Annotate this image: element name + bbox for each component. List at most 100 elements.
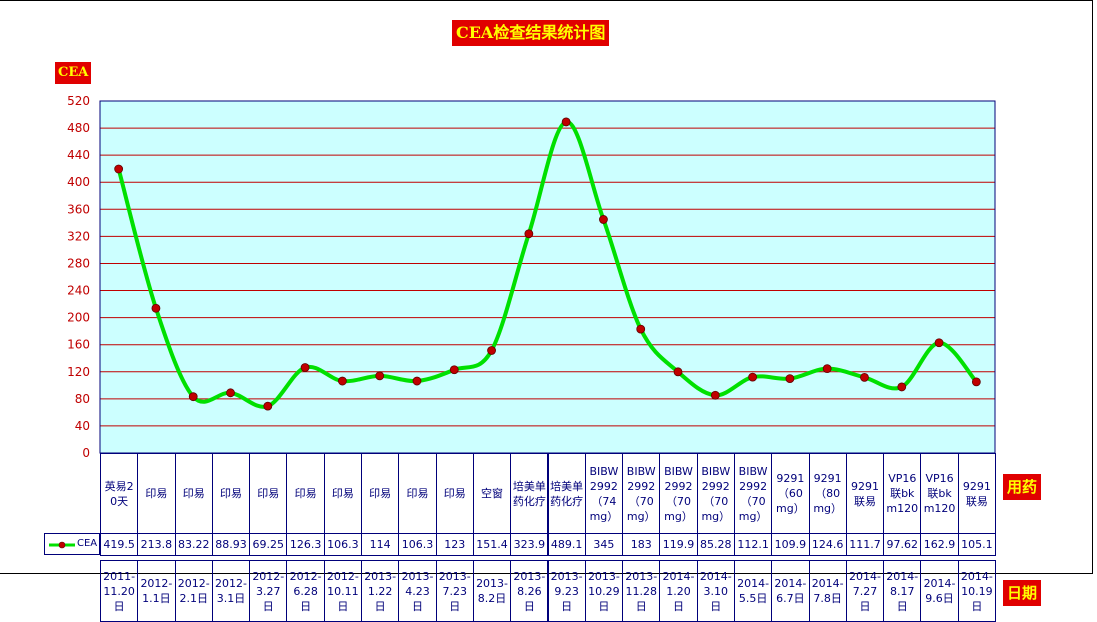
date-cell: 2013-10.29日 xyxy=(584,560,624,622)
drug-cell: BIBW2992（70mg） xyxy=(659,453,698,534)
drug-row-label: 用药 xyxy=(1003,474,1042,500)
value-cell: 126.3 xyxy=(286,533,325,556)
drug-cell: 英易20天 xyxy=(100,453,139,534)
y-tick-label: 40 xyxy=(75,419,90,433)
y-tick-label: 360 xyxy=(67,202,90,216)
data-point xyxy=(785,374,795,384)
data-point xyxy=(300,363,310,372)
data-point xyxy=(375,371,385,381)
value-cell: 85.28 xyxy=(696,533,735,556)
value-cell: 119.9 xyxy=(659,533,698,556)
value-cell: 106.3 xyxy=(398,533,437,556)
drug-cell: BIBW2992（70mg） xyxy=(696,453,735,534)
data-point xyxy=(636,324,646,334)
date-cell: 2012-2.1日 xyxy=(174,560,213,622)
data-point xyxy=(151,303,161,313)
date-cell: 2014-6.7日 xyxy=(771,560,810,622)
date-cell: 2011-11.20日 xyxy=(100,560,139,622)
value-cell: 111.7 xyxy=(845,533,885,556)
drug-cell: 印易 xyxy=(249,453,288,534)
date-cell: 2013-9.23日 xyxy=(547,560,586,622)
date-cell: 2014-8.17日 xyxy=(883,560,922,622)
data-point xyxy=(673,367,683,377)
y-tick-label: 400 xyxy=(67,175,90,189)
drug-cell: 9291联易 xyxy=(845,453,885,534)
data-point xyxy=(748,372,758,382)
value-cell: 419.5 xyxy=(100,533,139,556)
legend-label: CEA xyxy=(77,538,98,549)
data-point xyxy=(226,388,235,398)
date-cell: 2014-3.10日 xyxy=(696,560,735,622)
drug-cell: BIBW2992（74mg） xyxy=(584,453,624,534)
drug-cell: 空窗 xyxy=(472,453,512,534)
drug-cell: 9291（80mg） xyxy=(808,453,847,534)
y-tick-label: 240 xyxy=(67,284,90,298)
drug-cell: 培美单药化疗 xyxy=(547,453,586,534)
y-tick-label: 80 xyxy=(75,392,90,406)
value-cell: 123 xyxy=(435,533,474,556)
drug-cell: VP16联bkm120 xyxy=(920,453,959,534)
y-tick-label: 200 xyxy=(67,311,90,325)
data-point xyxy=(524,229,534,239)
date-cell: 2013-7.23日 xyxy=(435,560,474,622)
data-point xyxy=(114,164,124,174)
y-tick-label: 480 xyxy=(67,121,90,135)
data-point xyxy=(710,390,720,400)
drug-cell: 9291（60mg） xyxy=(771,453,810,534)
y-tick-label: 440 xyxy=(67,148,90,162)
value-cell: 162.9 xyxy=(920,533,959,556)
drug-cell: 印易 xyxy=(137,453,176,534)
date-cell: 2014-9.6日 xyxy=(920,560,959,622)
drug-cell: VP16联bkm120 xyxy=(883,453,922,534)
date-cell: 2013-4.23日 xyxy=(398,560,437,622)
value-cell: 213.8 xyxy=(137,533,176,556)
date-cell: 2014-10.19日 xyxy=(957,560,996,622)
value-cell: 83.22 xyxy=(174,533,213,556)
data-point xyxy=(897,382,907,392)
date-cell: 2012-3.27日 xyxy=(249,560,288,622)
date-cell: 2014-1.20日 xyxy=(659,560,698,622)
value-cell: 112.1 xyxy=(733,533,773,556)
y-tick-label: 120 xyxy=(67,365,90,379)
value-cell: 323.9 xyxy=(510,533,549,556)
y-tick-label: 320 xyxy=(67,229,90,243)
data-point xyxy=(561,117,571,127)
value-cell: 114 xyxy=(361,533,400,556)
data-point xyxy=(188,392,198,402)
date-cell: 2013-8.2日 xyxy=(472,560,512,622)
legend: CEA xyxy=(44,533,100,555)
y-axis-label: CEA xyxy=(55,62,92,84)
value-cell: 105.1 xyxy=(957,533,996,556)
y-tick-label: 280 xyxy=(67,256,90,270)
drug-cell: 印易 xyxy=(286,453,325,534)
value-cell: 489.1 xyxy=(547,533,586,556)
drug-cell: 印易 xyxy=(174,453,213,534)
date-row-label: 日期 xyxy=(1003,580,1042,606)
y-tick-label: 0 xyxy=(82,446,90,460)
value-cell: 106.3 xyxy=(323,533,363,556)
drug-cell: BIBW2992（70mg） xyxy=(733,453,773,534)
drug-cell: 印易 xyxy=(398,453,437,534)
date-cell: 2014-7.8日 xyxy=(808,560,847,622)
drug-cell: 9291联易 xyxy=(957,453,996,534)
chart-frame xyxy=(0,0,1093,574)
date-cell: 2014-5.5日 xyxy=(733,560,773,622)
data-point xyxy=(822,364,832,374)
y-tick-label: 520 xyxy=(67,94,90,108)
data-point xyxy=(971,377,981,387)
data-point xyxy=(860,372,869,382)
plot-area xyxy=(100,101,995,453)
value-cell: 345 xyxy=(584,533,624,556)
data-point xyxy=(412,376,422,386)
data-point xyxy=(263,401,273,411)
y-tick-label: 160 xyxy=(67,338,90,352)
date-cell: 2012-1.1日 xyxy=(137,560,176,622)
date-cell: 2013-11.28日 xyxy=(622,560,661,622)
data-point xyxy=(449,365,459,375)
drug-cell: 印易 xyxy=(323,453,363,534)
legend-marker xyxy=(58,541,66,549)
value-cell: 124.6 xyxy=(808,533,847,556)
data-point xyxy=(487,346,496,355)
drug-cell: 培美单药化疗 xyxy=(510,453,549,534)
